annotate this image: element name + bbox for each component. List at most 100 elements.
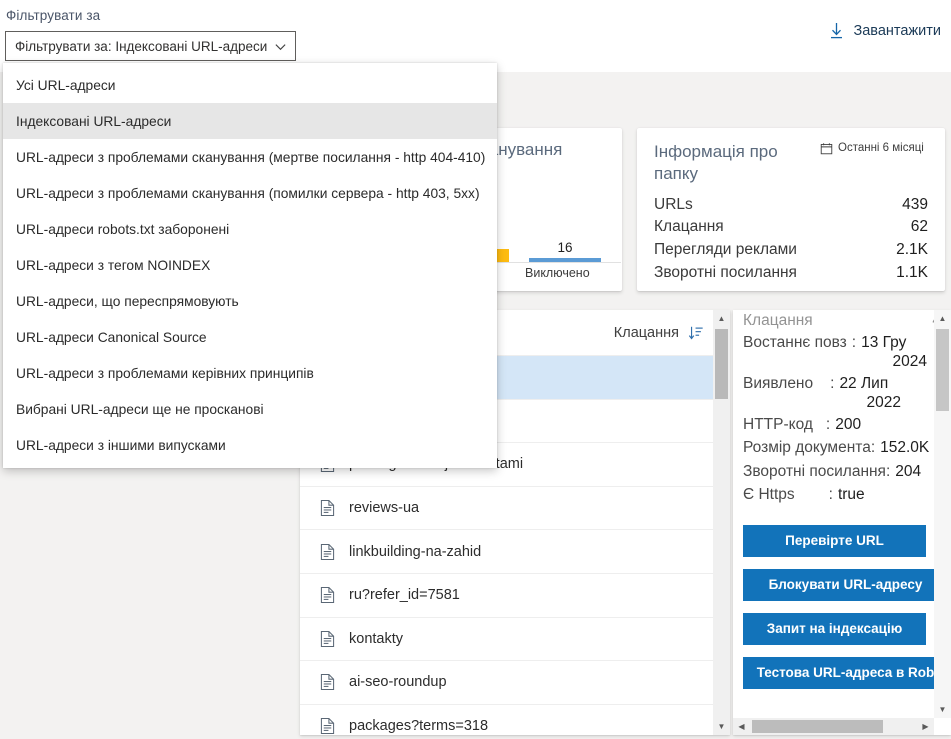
scroll-down-icon[interactable]: ▼ [938, 705, 947, 714]
detail-row-separator: : [851, 334, 857, 351]
filter-combobox[interactable]: Фільтрувати за: Індексовані URL-адреси [5, 31, 296, 61]
detail-row-separator: : [828, 485, 833, 503]
detail-row-value: 13 Гру [861, 334, 907, 351]
list-item[interactable]: ai-seo-roundup [300, 660, 730, 704]
filter-option-8[interactable]: URL-адреси з проблемами керівних принцип… [16, 365, 314, 381]
chart-bar-label-1: Виключено [525, 266, 590, 280]
check-url-button[interactable]: Перевірте URL [743, 524, 926, 557]
list-item[interactable]: packages?terms=318 [300, 703, 730, 735]
detail-row-value: true [837, 485, 865, 503]
detail-row-separator: : [830, 375, 835, 393]
filter-option-5[interactable]: URL-адреси з тегом NOINDEX [16, 257, 211, 273]
folder-info-rows: URLs 439 Клацання 62 Перегляди реклами 2… [654, 194, 928, 286]
filter-label: Фільтрувати за [6, 8, 101, 23]
folder-info-row: Перегляди реклами 2.1K [654, 239, 928, 262]
scrollbar-thumb[interactable] [936, 329, 949, 411]
list-item[interactable]: kontakty [300, 616, 730, 661]
scroll-up-icon[interactable]: ▲ [938, 314, 947, 323]
folder-info-row: URLs 439 [654, 194, 928, 217]
detail-row-separator: : [870, 439, 876, 457]
detail-row-separator: : [825, 416, 831, 434]
detail-row-key: HTTP-код [743, 416, 813, 434]
list-item[interactable]: ru?refer_id=7581 [300, 572, 730, 617]
test-url-in-robots-button[interactable]: Тестова URL-адреса в Rob [743, 656, 948, 689]
detail-row-wrap: 2024 [892, 353, 927, 371]
filter-option-4[interactable]: URL-адреси robots.txt заборонені [16, 221, 230, 237]
crawl-status-card: Стан сканування 71 ередження 16 Виключен… [495, 128, 622, 291]
chart-bar-1: 16 [529, 240, 601, 262]
filter-option-3[interactable]: URL-адреси з проблемами сканування (поми… [16, 185, 480, 201]
folder-info-row-value: 2.1K [896, 241, 928, 259]
filter-option-7[interactable]: URL-адреси Canonical Source [16, 329, 207, 345]
list-item[interactable]: linkbuilding-na-zahid [300, 529, 730, 573]
folder-info-card: Інформація про папку Останні 6 місяці UR… [637, 128, 945, 291]
folder-info-row-value: 1.1K [896, 264, 928, 282]
detail-row: Розмір документа : 152.0K [743, 435, 941, 458]
detail-row-key: Зворотні посилання [743, 462, 886, 480]
folder-info-header: Інформація про папку Останні 6 місяці [654, 141, 928, 185]
detail-horizontal-scrollbar[interactable]: ◀ ▶ [733, 718, 934, 735]
chart-bar-0: 71 [495, 231, 509, 262]
folder-info-row-label: Перегляди реклами [654, 241, 797, 259]
detail-row-value: 22 Лип [839, 375, 889, 393]
download-arrow-icon [831, 23, 843, 39]
detail-row-key: Розмір документа [743, 439, 871, 457]
detail-row-wrap: 2022 [866, 394, 901, 412]
folder-info-period-label: Останні 6 місяці [838, 142, 924, 154]
calendar-icon [820, 143, 833, 155]
block-url-button[interactable]: Блокувати URL-адресу [743, 568, 948, 601]
download-button-label: Завантажити [853, 22, 941, 39]
scroll-up-icon[interactable]: ▲ [717, 314, 726, 323]
chart-axis-line [495, 262, 621, 263]
url-list-header[interactable]: Клацання [300, 310, 730, 355]
scroll-down-icon[interactable]: ▼ [717, 722, 726, 731]
filter-option-6[interactable]: URL-адреси, що переспрямовують [16, 293, 239, 309]
request-indexing-button[interactable]: Запит на індексацію [743, 612, 926, 645]
document-icon [320, 630, 335, 647]
sort-descending-icon[interactable] [688, 325, 704, 341]
list-item-label: ru?refer_id=7581 [349, 587, 460, 604]
chart-bar-rect-1 [529, 258, 601, 262]
detail-row-clipped: Клацання 4 [743, 312, 941, 330]
scroll-left-icon[interactable]: ◀ [738, 722, 745, 731]
url-detail-panel: Клацання 4 Востаннє повз : 13 Гру 2024 В… [733, 310, 951, 735]
filter-option-1[interactable]: Індексовані URL-адреси [3, 103, 497, 139]
detail-vertical-scrollbar[interactable]: ▲ ▼ [934, 310, 951, 718]
document-icon [320, 674, 335, 691]
folder-info-row-label: Зворотні посилання [654, 264, 797, 282]
detail-row-key: Є Https [743, 485, 795, 503]
list-item[interactable]: reviews-ua [300, 485, 730, 530]
chart-bar-value-1: 16 [557, 240, 573, 255]
detail-row: Зворотні посилання : 204 [743, 459, 941, 482]
crawl-status-title: Стан сканування [495, 140, 563, 159]
list-item-label: kontakty [349, 630, 403, 647]
folder-info-period: Останні 6 місяці [820, 141, 928, 157]
scrollbar-thumb[interactable] [715, 329, 728, 399]
list-item-label: linkbuilding-na-zahid [349, 543, 482, 560]
filter-option-0[interactable]: Усі URL-адреси [16, 77, 116, 93]
download-button[interactable]: Завантажити [823, 18, 947, 43]
detail-row: HTTP-код : 200 [743, 412, 941, 435]
document-icon [320, 587, 335, 604]
document-icon [320, 500, 335, 517]
chart-bar-rect-0 [495, 249, 509, 262]
detail-row-value: 200 [835, 416, 862, 434]
chevron-down-icon[interactable] [274, 40, 287, 53]
detail-row: Є Https : true [743, 482, 941, 505]
scrollbar-thumb[interactable] [752, 720, 883, 733]
detail-row-key: Виявлено [743, 375, 814, 393]
scroll-right-icon[interactable]: ▶ [922, 722, 929, 731]
folder-info-title: Інформація про папку [654, 142, 778, 183]
folder-info-row: Клацання 62 [654, 216, 928, 239]
detail-row-clipped-label: Клацання [743, 312, 813, 329]
folder-info-row-value: 439 [902, 195, 928, 213]
folder-info-row-label: URLs [654, 195, 693, 213]
detail-row-value: 152.0K [880, 439, 930, 457]
detail-row-separator: : [885, 462, 891, 480]
filter-option-9[interactable]: Вибрані URL-адреси ще не просканові [16, 401, 264, 417]
sort-column-label: Клацання [613, 324, 679, 341]
detail-row: Виявлено : 22 Лип [743, 371, 941, 394]
url-list-scrollbar[interactable]: ▲ ▼ [713, 310, 730, 735]
filter-option-10[interactable]: URL-адреси з іншими випусками [16, 437, 226, 453]
filter-option-2[interactable]: URL-адреси з проблемами сканування (мерт… [16, 149, 486, 165]
